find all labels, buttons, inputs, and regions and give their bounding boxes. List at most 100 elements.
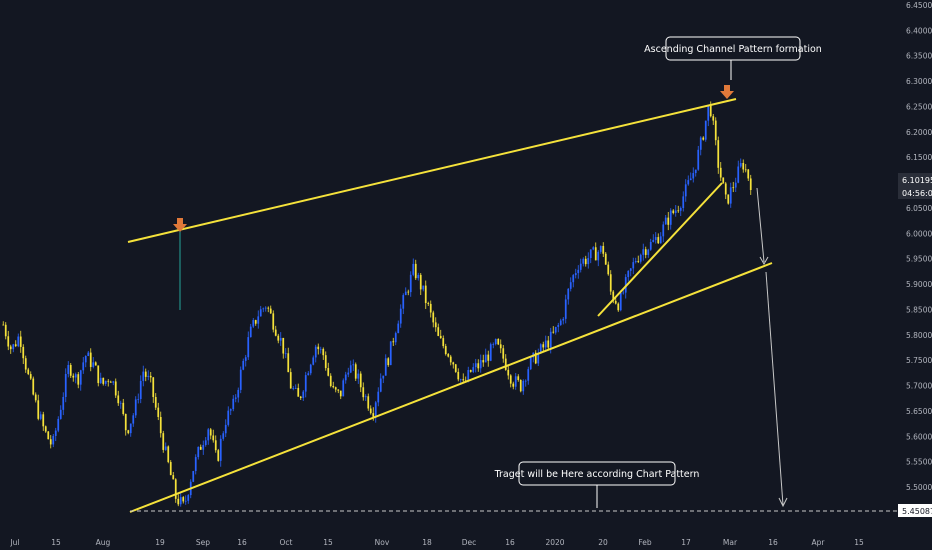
candle-body <box>395 333 397 342</box>
candle-body <box>732 187 734 188</box>
candle-body <box>95 362 97 365</box>
candle-body <box>705 121 707 140</box>
candle-body <box>197 447 199 457</box>
candle-body <box>400 309 402 324</box>
time-axis: Jul 15 Aug 19 Sep 16 Oct 15 Nov 18 Dec 16 2020 20 Feb 1… <box>9 538 864 547</box>
x-tick-label: 16 <box>768 538 778 547</box>
candle-body <box>92 362 94 367</box>
candle-body <box>130 424 132 434</box>
candle-body <box>352 364 354 365</box>
candle-body <box>587 258 589 264</box>
y-tick-label: 6.05000 <box>906 204 932 213</box>
candle-body <box>427 303 429 304</box>
candle-body <box>325 355 327 368</box>
candle-body <box>152 377 154 397</box>
candle-body <box>145 372 147 377</box>
candle-body <box>5 325 7 336</box>
y-tick-label: 5.60000 <box>906 432 932 441</box>
candle-body <box>82 362 84 370</box>
candle-body <box>477 363 479 368</box>
candle-body <box>695 170 697 173</box>
candle-body <box>295 388 297 389</box>
candle-body <box>407 292 409 293</box>
candle-body <box>382 376 384 379</box>
candle-body <box>247 337 249 357</box>
candle-body <box>180 497 182 504</box>
candle-body <box>17 337 19 347</box>
candle-body <box>122 403 124 414</box>
annotation-text-top: Ascending Channel Pattern formation <box>644 44 822 55</box>
candle-body <box>355 364 357 378</box>
candle-body <box>450 357 452 363</box>
candle-body <box>455 364 457 372</box>
candle-body <box>412 264 414 275</box>
x-tick-label: Oct <box>280 538 293 547</box>
candle-body <box>110 382 112 383</box>
x-tick-label: 18 <box>422 538 432 547</box>
candle-body <box>735 183 737 188</box>
candle-body <box>160 417 162 433</box>
candle-body <box>417 275 419 278</box>
candle-body <box>127 430 129 433</box>
candle-body <box>170 462 172 475</box>
y-tick-label: 5.90000 <box>906 280 932 289</box>
top-marker-arrow-icon <box>720 85 734 99</box>
candle-body <box>517 376 519 380</box>
x-tick-label: 19 <box>155 538 165 547</box>
candle-body <box>125 414 127 430</box>
candle-body <box>310 365 312 374</box>
candle-body <box>337 390 339 391</box>
candle-body <box>240 370 242 390</box>
candle-body <box>622 293 624 294</box>
candle-body <box>107 381 109 382</box>
candle-body <box>595 247 597 260</box>
candle-body <box>430 304 432 313</box>
candle-body <box>175 479 177 498</box>
candle-body <box>115 381 117 395</box>
candle-body <box>485 355 487 363</box>
candle-body <box>237 390 239 398</box>
candle-body <box>750 178 752 190</box>
candle-body <box>435 322 437 327</box>
candle-body <box>275 330 277 336</box>
candle-body <box>657 237 659 243</box>
candle-body <box>500 344 502 348</box>
candle-body <box>335 387 337 389</box>
x-tick-label: Feb <box>638 538 652 547</box>
y-tick-label: 6.15000 <box>906 153 932 162</box>
candle-body <box>490 344 492 361</box>
candle-body <box>357 374 359 379</box>
candle-body <box>120 403 122 404</box>
candle-body <box>97 365 99 383</box>
candle-body <box>20 337 22 347</box>
candle-body <box>167 446 169 462</box>
candle-body <box>680 208 682 211</box>
candle-body <box>182 497 184 501</box>
candle-body <box>385 358 387 375</box>
candle-body <box>630 268 632 270</box>
candle-body <box>475 363 477 367</box>
candle-body <box>35 395 37 401</box>
y-tick-label: 6.20000 <box>906 128 932 137</box>
candle-body <box>682 196 684 208</box>
candle-body <box>462 379 464 380</box>
candle-body <box>42 414 44 426</box>
candle-body <box>562 319 564 321</box>
candle-body <box>380 379 382 392</box>
candle-body <box>215 440 217 450</box>
y-tick-label: 6.40000 <box>906 26 932 35</box>
candle-body <box>72 376 74 378</box>
candle-body <box>315 347 317 358</box>
candle-body <box>677 210 679 211</box>
candle-body <box>12 344 14 349</box>
candle-body <box>230 409 232 411</box>
candle-body <box>205 440 207 445</box>
candle-body <box>720 168 722 178</box>
candle-body <box>425 286 427 303</box>
candle-body <box>135 399 137 415</box>
candle-body <box>487 355 489 361</box>
candle-body <box>375 402 377 417</box>
candle-body <box>510 375 512 383</box>
candle-body <box>440 336 442 338</box>
candle-body <box>342 380 344 396</box>
